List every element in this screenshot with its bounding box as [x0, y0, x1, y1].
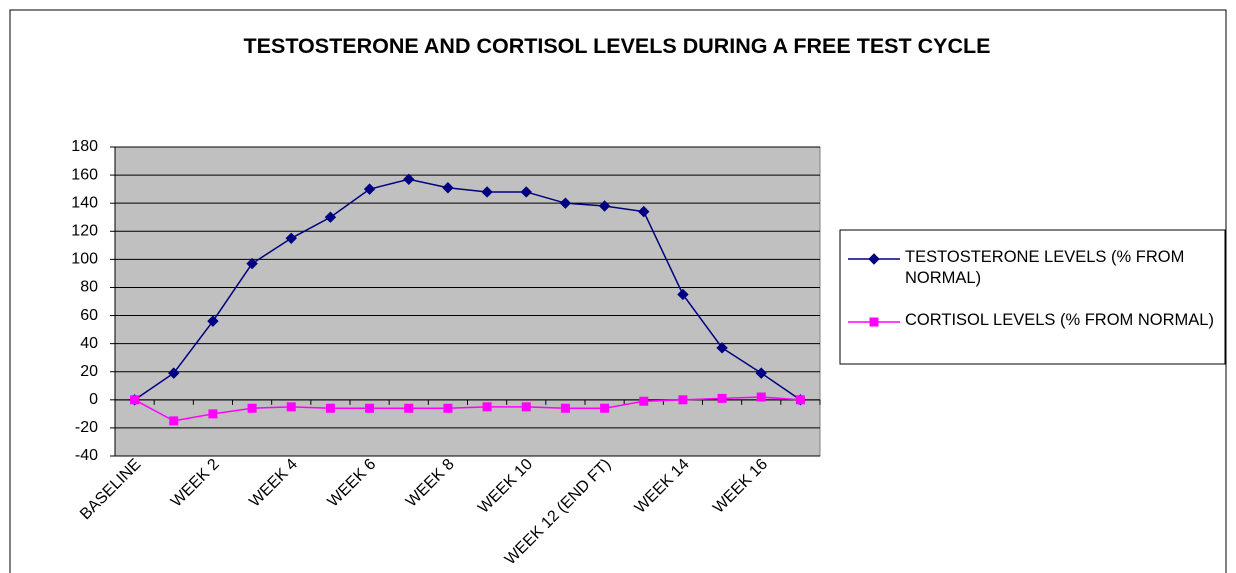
y-tick-label: 20: [80, 363, 98, 380]
marker: [285, 232, 297, 245]
y-tick-label: -40: [75, 447, 98, 464]
y-tick-label: 120: [71, 222, 98, 239]
marker: [481, 186, 493, 198]
marker: [169, 416, 179, 426]
marker: [600, 403, 610, 413]
marker: [404, 403, 414, 413]
marker: [403, 173, 415, 186]
marker: [168, 367, 180, 379]
marker: [520, 186, 532, 198]
marker: [482, 402, 492, 412]
marker: [130, 395, 140, 405]
plot-area: [114, 146, 821, 457]
marker: [869, 317, 879, 327]
marker: [363, 183, 376, 195]
marker: [521, 402, 531, 412]
marker: [559, 197, 572, 209]
marker: [247, 403, 257, 413]
marker: [755, 367, 767, 379]
series-line: [134, 178, 801, 401]
marker: [443, 403, 453, 413]
marker: [598, 200, 611, 212]
marker: [638, 205, 650, 218]
legend-label: CORTISOL LEVELS (% FROM NORMAL): [905, 311, 1214, 329]
marker: [677, 288, 689, 301]
chart-title: TESTOSTERONE AND CORTISOL LEVELS DURING …: [243, 34, 991, 58]
y-tick-label: 40: [80, 335, 98, 352]
y-tick-label: 80: [80, 279, 98, 296]
marker: [442, 182, 454, 194]
y-tick-label: 140: [71, 194, 98, 211]
marker: [639, 396, 649, 406]
legend-label: TESTOSTERONE LEVELS (% FROM NORMAL): [905, 248, 1185, 287]
marker: [560, 403, 570, 413]
marker: [716, 342, 728, 354]
y-tick-label: -20: [75, 419, 98, 436]
marker: [365, 403, 375, 413]
marker: [678, 395, 688, 405]
y-tick-label: 180: [71, 138, 98, 155]
marker: [208, 409, 218, 419]
marker: [868, 253, 880, 265]
y-tick-label: 0: [89, 391, 98, 408]
legend-box: [839, 229, 1226, 365]
series-line: [134, 396, 801, 422]
marker: [207, 315, 219, 327]
marker: [286, 402, 296, 412]
marker: [795, 395, 805, 405]
marker: [246, 257, 258, 270]
marker: [717, 393, 727, 403]
marker: [324, 211, 337, 223]
y-tick-label: 60: [80, 307, 98, 324]
marker: [325, 403, 335, 413]
marker: [756, 392, 766, 402]
y-tick-label: 160: [71, 166, 98, 183]
y-tick-label: 100: [71, 251, 98, 268]
